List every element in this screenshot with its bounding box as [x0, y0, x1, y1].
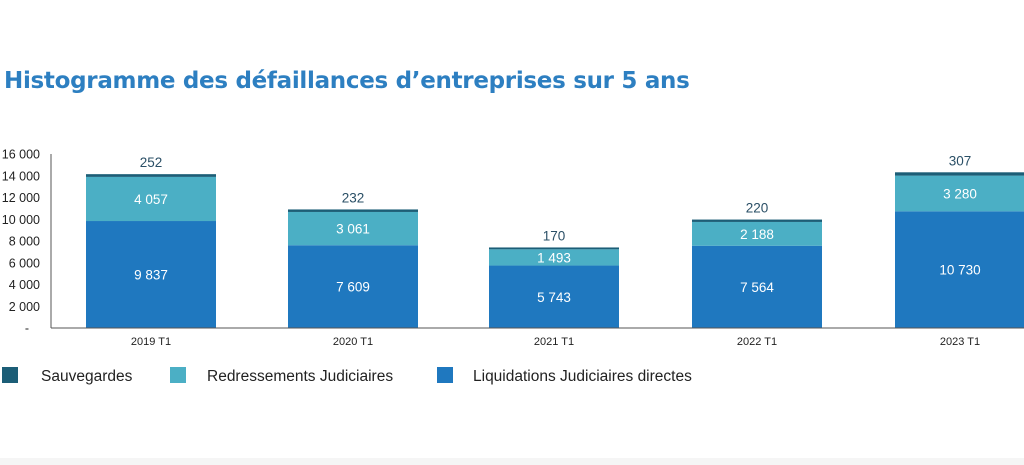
bar-segment [489, 265, 619, 328]
y-tick-label: - [25, 322, 29, 336]
bar-segment [288, 209, 418, 212]
data-label: 9 837 [134, 268, 168, 283]
y-tick-label: 16 000 [2, 148, 40, 162]
bar-segment [288, 211, 418, 246]
bar-segment [86, 174, 216, 177]
x-axis: 2019 T1 2020 T1 2021 T1 2022 T1 2023 T1 [51, 327, 1024, 348]
data-label: 7 609 [336, 280, 370, 295]
y-axis: - 2 000 4 000 6 000 8 000 10 000 12 000 14 000 1… [2, 148, 52, 336]
legend-swatch [437, 367, 453, 383]
bar-segment [86, 221, 216, 328]
x-tick-label: 2021 T1 [534, 336, 574, 348]
footer-strip [0, 458, 1024, 465]
bar-segment [895, 172, 1024, 176]
y-tick-label: 6 000 [9, 256, 40, 270]
y-tick-label: 12 000 [2, 191, 40, 205]
legend-label: Sauvegardes [41, 368, 133, 385]
data-label: 10 730 [939, 263, 980, 278]
y-tick-label: 4 000 [9, 278, 40, 292]
bar-segment [692, 221, 822, 246]
bar-segment [692, 219, 822, 222]
legend-label: Redressements Judiciaires [207, 368, 393, 385]
legend: Sauvegardes Redressements Judiciaires Liqu… [2, 367, 692, 385]
chart-title: Histogramme des défaillances d’entrepris… [4, 68, 690, 94]
x-tick-label: 2019 T1 [131, 336, 171, 348]
data-label: 232 [342, 190, 365, 205]
bar-segment [86, 176, 216, 222]
bar-segment [489, 247, 619, 250]
data-label: 170 [543, 228, 566, 243]
x-tick-label: 2020 T1 [333, 336, 373, 348]
x-tick-label: 2022 T1 [737, 336, 777, 348]
bar-segment [489, 249, 619, 266]
y-tick-label: 2 000 [9, 300, 40, 314]
data-label: 4 057 [134, 192, 168, 207]
bar-segment [895, 175, 1024, 212]
bar-segment [288, 245, 418, 328]
data-label: 1 493 [537, 250, 571, 265]
bar-segment [895, 211, 1024, 328]
data-label: 307 [949, 153, 972, 168]
data-label: 3 280 [943, 186, 977, 201]
y-tick-label: 10 000 [2, 213, 40, 227]
data-label: 3 061 [336, 222, 370, 237]
bar-segment [692, 245, 822, 328]
data-label: 5 743 [537, 290, 571, 305]
x-tick-label: 2023 T1 [940, 336, 980, 348]
y-tick-label: 14 000 [2, 169, 40, 183]
y-tick-label: 8 000 [9, 235, 40, 249]
bars: 9 837 4 057 252 7 609 3 061 232 5 743 1 493 170 7… [86, 153, 1024, 328]
data-label: 2 188 [740, 227, 774, 242]
legend-swatch [170, 367, 186, 383]
data-label: 252 [140, 155, 163, 170]
legend-swatch [2, 367, 18, 383]
data-label: 7 564 [740, 280, 774, 295]
legend-label: Liquidations Judiciaires directes [473, 368, 692, 385]
data-label: 220 [746, 201, 769, 216]
